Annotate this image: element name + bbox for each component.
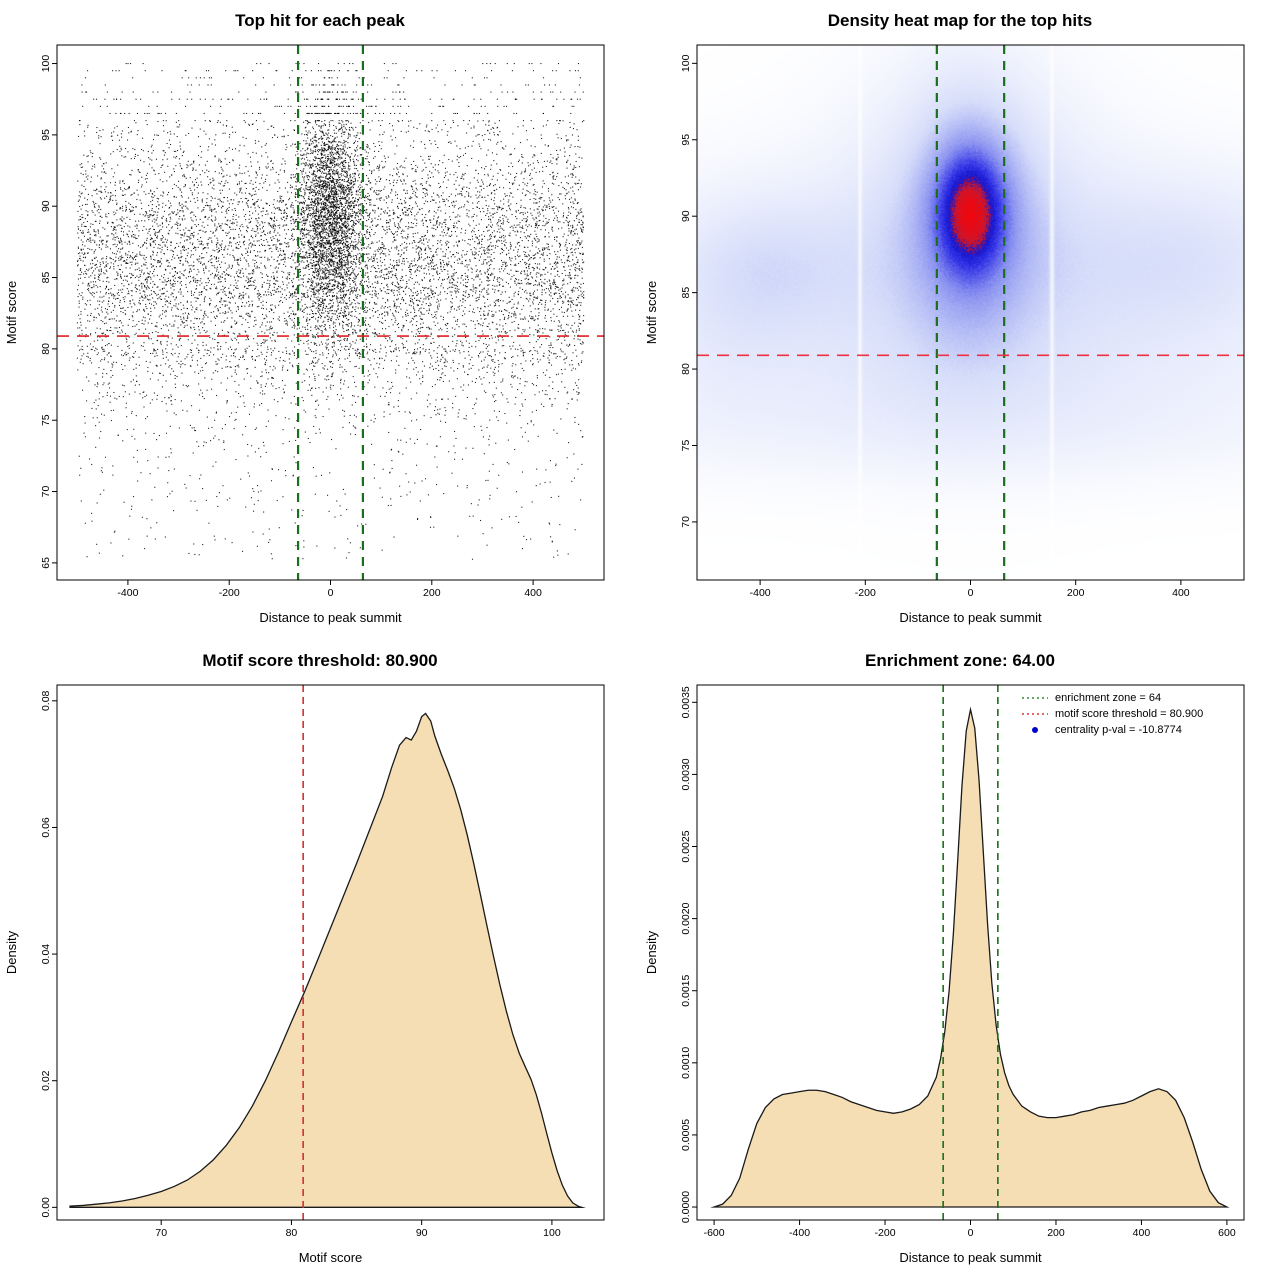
scatter-plot-canvas (0, 0, 640, 640)
panel-motif-score-density: Motif score threshold: 80.900 (0, 640, 640, 1280)
score-density-title: Motif score threshold: 80.900 (202, 651, 438, 670)
panel-density-heatmap: Density heat map for the top hits (640, 0, 1280, 640)
enrichment-density-title: Enrichment zone: 64.00 (865, 651, 1055, 670)
score-density-canvas (0, 640, 640, 1280)
heatmap-title: Density heat map for the top hits (827, 11, 1093, 30)
panel-top-hits-scatter: Top hit for each peak (0, 0, 640, 640)
enrichment-density-canvas (640, 640, 1280, 1280)
heatmap-canvas (640, 0, 1280, 640)
scatter-plot-title: Top hit for each peak (235, 11, 405, 30)
panel-enrichment-zone-density: Enrichment zone: 64.00 (640, 640, 1280, 1280)
